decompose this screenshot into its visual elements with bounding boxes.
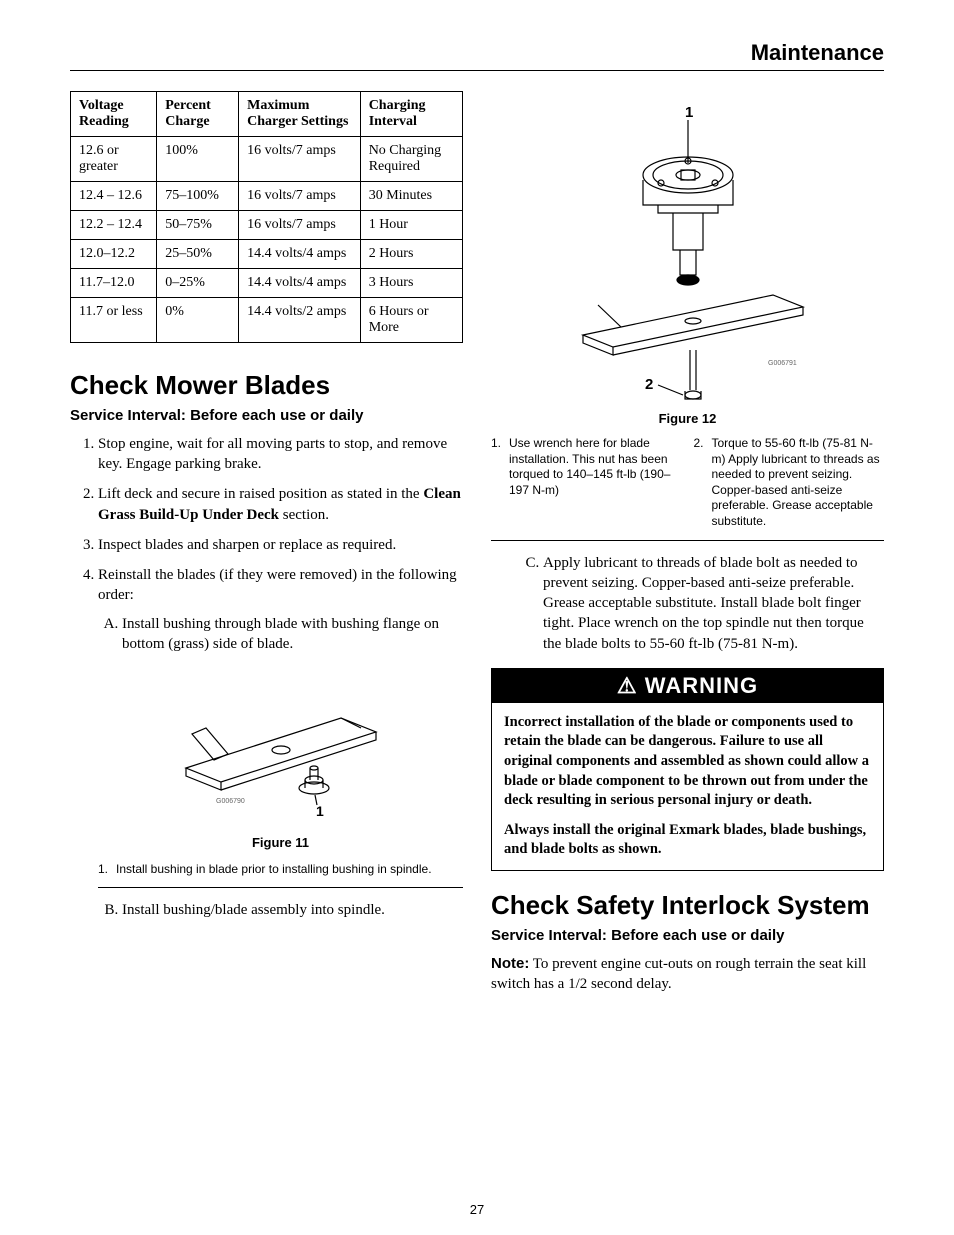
- table-cell: 12.6 or greater: [71, 137, 157, 182]
- fig12-note2-text: Torque to 55-60 ft-lb (75-81 N-m) Apply …: [712, 436, 885, 530]
- table-cell: 25–50%: [157, 240, 239, 269]
- table-row: 11.7–12.00–25%14.4 volts/4 amps3 Hours: [71, 269, 463, 298]
- warning-p1: Incorrect installation of the blade or c…: [504, 713, 871, 811]
- note-label: Note:: [491, 955, 529, 972]
- warning-p2: Always install the original Exmark blade…: [504, 821, 871, 860]
- table-cell: 1 Hour: [360, 211, 462, 240]
- fig11-note-text: Install bushing in blade prior to instal…: [116, 862, 432, 878]
- figure-12-caption: Figure 12: [491, 411, 884, 426]
- fig12-note1-num: 1.: [491, 436, 509, 530]
- figure-11-notes: 1. Install bushing in blade prior to ins…: [98, 858, 463, 889]
- table-cell: 14.4 volts/4 amps: [239, 269, 361, 298]
- table-col-voltage: Voltage Reading: [71, 92, 157, 137]
- table-cell: 14.4 volts/4 amps: [239, 240, 361, 269]
- step-2-a: Lift deck and secure in raised position …: [98, 486, 423, 502]
- table-cell: 14.4 volts/2 amps: [239, 298, 361, 343]
- safety-note: Note: To prevent engine cut-outs on roug…: [491, 954, 884, 995]
- right-column: 1 2 G006791 Figure 12 1. Use wrench here…: [491, 91, 884, 994]
- table-cell: 11.7 or less: [71, 298, 157, 343]
- warning-box: ⚠ WARNING Incorrect installation of the …: [491, 668, 884, 871]
- table-row: 12.6 or greater100%16 volts/7 ampsNo Cha…: [71, 137, 463, 182]
- fig11-partno: G006790: [216, 798, 245, 805]
- table-cell: 12.4 – 12.6: [71, 182, 157, 211]
- left-column: Voltage Reading Percent Charge Maximum C…: [70, 91, 463, 994]
- figure-12: 1 2 G006791: [491, 105, 884, 405]
- step-2: Lift deck and secure in raised position …: [98, 484, 463, 525]
- step-4: Reinstall the blades (if they were remov…: [98, 565, 463, 920]
- table-cell: 6 Hours or More: [360, 298, 462, 343]
- warning-header: ⚠ WARNING: [492, 669, 883, 703]
- fig12-note1-text: Use wrench here for blade installation. …: [509, 436, 682, 530]
- service-interval-1: Service Interval: Before each use or dai…: [70, 407, 463, 424]
- fig12-label-1: 1: [685, 105, 693, 121]
- table-cell: 2 Hours: [360, 240, 462, 269]
- table-cell: 16 volts/7 amps: [239, 211, 361, 240]
- step-1: Stop engine, wait for all moving parts t…: [98, 434, 463, 475]
- note-text: To prevent engine cut-outs on rough terr…: [491, 956, 866, 992]
- table-cell: 12.2 – 12.4: [71, 211, 157, 240]
- figure-12-notes: 1. Use wrench here for blade installatio…: [491, 432, 884, 541]
- table-cell: 16 volts/7 amps: [239, 137, 361, 182]
- table-cell: 100%: [157, 137, 239, 182]
- page-header: Maintenance: [70, 40, 884, 71]
- mower-blade-steps: Stop engine, wait for all moving parts t…: [70, 434, 463, 921]
- table-cell: 0%: [157, 298, 239, 343]
- fig12-label-2: 2: [645, 376, 653, 393]
- table-row: 12.4 – 12.675–100%16 volts/7 amps30 Minu…: [71, 182, 463, 211]
- step-4-text: Reinstall the blades (if they were remov…: [98, 567, 457, 603]
- table-col-settings: Maximum Charger Settings: [239, 92, 361, 137]
- table-cell: 30 Minutes: [360, 182, 462, 211]
- check-mower-blades-title: Check Mower Blades: [70, 371, 463, 401]
- table-cell: 12.0–12.2: [71, 240, 157, 269]
- table-cell: 16 volts/7 amps: [239, 182, 361, 211]
- step-4c: Apply lubricant to threads of blade bolt…: [543, 553, 884, 654]
- step-3: Inspect blades and sharpen or replace as…: [98, 535, 463, 555]
- step-4b: Install bushing/blade assembly into spin…: [122, 900, 463, 920]
- check-safety-interlock-title: Check Safety Interlock System: [491, 891, 884, 921]
- fig11-label-1: 1: [316, 803, 324, 819]
- warning-icon: ⚠: [617, 673, 638, 698]
- table-cell: 3 Hours: [360, 269, 462, 298]
- fig11-note-num: 1.: [98, 862, 116, 878]
- table-col-percent: Percent Charge: [157, 92, 239, 137]
- table-col-interval: Charging Interval: [360, 92, 462, 137]
- table-cell: 11.7–12.0: [71, 269, 157, 298]
- step-2-c: section.: [279, 507, 329, 523]
- table-cell: 0–25%: [157, 269, 239, 298]
- service-interval-2: Service Interval: Before each use or dai…: [491, 927, 884, 944]
- table-cell: 50–75%: [157, 211, 239, 240]
- step-4a: Install bushing through blade with bushi…: [122, 614, 463, 655]
- fig12-note2-num: 2.: [694, 436, 712, 530]
- table-row: 12.0–12.225–50%14.4 volts/4 amps2 Hours: [71, 240, 463, 269]
- table-row: 11.7 or less0%14.4 volts/2 amps6 Hours o…: [71, 298, 463, 343]
- table-cell: No Charging Required: [360, 137, 462, 182]
- figure-11: 1 G006790: [98, 668, 463, 828]
- figure-11-caption: Figure 11: [98, 834, 463, 852]
- page-number: 27: [0, 1202, 954, 1217]
- table-cell: 75–100%: [157, 182, 239, 211]
- battery-charge-table: Voltage Reading Percent Charge Maximum C…: [70, 91, 463, 343]
- fig12-partno: G006791: [768, 360, 797, 367]
- table-row: 12.2 – 12.450–75%16 volts/7 amps1 Hour: [71, 211, 463, 240]
- warning-title: WARNING: [645, 673, 758, 698]
